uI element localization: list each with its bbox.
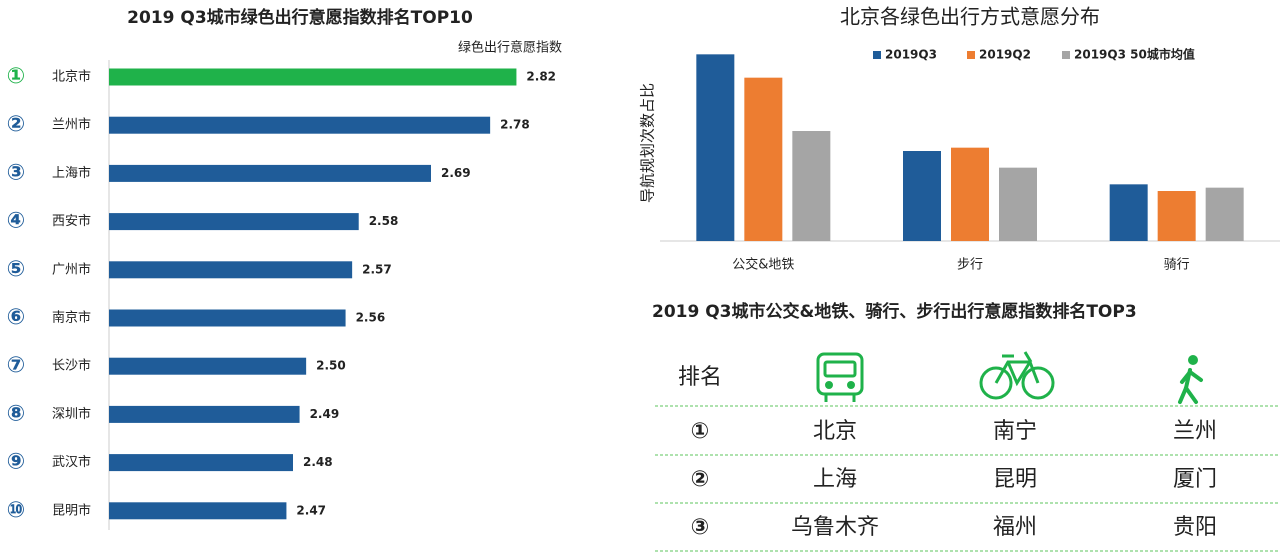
axis-label: 绿色出行意愿指数 (458, 40, 562, 56)
bar (109, 68, 517, 86)
city-cell: 贵阳 (1173, 515, 1217, 540)
value-label: 2.56 (356, 311, 386, 325)
y-axis-label: 导航规划次数占比 (639, 83, 657, 203)
value-label: 2.78 (500, 118, 530, 132)
rank-cell: ③ (691, 515, 710, 540)
rank-badge: ⑩ (7, 498, 26, 523)
city-cell: 南宁 (993, 419, 1037, 444)
rank-badge: ⑦ (7, 353, 26, 378)
bar (109, 116, 491, 134)
category-label: 北京市 (52, 69, 91, 85)
bar (109, 405, 300, 423)
city-cell: 厦门 (1173, 467, 1217, 492)
bar (109, 213, 359, 231)
legend-swatch (1062, 51, 1070, 59)
category-label: 南京市 (52, 310, 91, 326)
category-label: 上海市 (52, 165, 91, 181)
bar (1157, 191, 1196, 241)
legend-swatch (873, 51, 881, 59)
bar (109, 357, 307, 375)
legend-label: 2019Q3 50城市均值 (1074, 47, 1195, 62)
bar (109, 261, 353, 279)
bar (903, 151, 941, 241)
bus-icon (816, 352, 864, 402)
city-cell: 乌鲁木齐 (791, 515, 879, 540)
city-cell: 福州 (993, 515, 1037, 540)
chart-title: 2019 Q3城市绿色出行意愿指数排名TOP10 (127, 7, 473, 28)
city-cell: 兰州 (1173, 419, 1217, 444)
bar (109, 309, 346, 327)
city-cell: 上海 (813, 467, 857, 492)
rank-badge: ⑥ (7, 305, 26, 330)
city-cell: 北京 (813, 419, 857, 444)
category-label: 兰州市 (52, 117, 91, 133)
table-title: 2019 Q3城市公交&地铁、骑行、步行出行意愿指数排名TOP3 (652, 301, 1137, 322)
rank-badge: ⑧ (7, 401, 26, 426)
value-label: 2.57 (362, 262, 392, 276)
bar (109, 164, 431, 182)
city-cell: 昆明 (993, 467, 1037, 492)
bar (744, 77, 783, 242)
value-label: 2.69 (441, 166, 471, 180)
rank-badge: ③ (7, 160, 26, 185)
rank-cell: ① (691, 419, 710, 444)
bar (951, 147, 989, 241)
bar (1205, 187, 1244, 241)
bar (696, 54, 735, 242)
rank-badge: ④ (7, 209, 26, 234)
value-label: 2.49 (310, 407, 340, 421)
bar (109, 454, 293, 472)
rank-badge: ① (7, 64, 26, 89)
value-label: 2.58 (369, 214, 399, 228)
category-label: 广州市 (52, 261, 91, 277)
bike-icon (979, 351, 1055, 400)
legend-swatch (967, 51, 975, 59)
value-label: 2.47 (296, 503, 326, 517)
walk-icon (1178, 355, 1203, 404)
legend-label: 2019Q2 (979, 48, 1031, 62)
category-label: 长沙市 (52, 358, 91, 374)
legend-label: 2019Q3 (885, 48, 937, 62)
x-tick-label: 公交&地铁 (732, 257, 794, 273)
bar (1109, 184, 1148, 241)
table-header: 排名 (678, 365, 722, 390)
rank-badge: ⑨ (7, 450, 26, 475)
category-label: 昆明市 (52, 502, 91, 518)
category-label: 西安市 (52, 213, 91, 229)
chart-title: 北京各绿色出行方式意愿分布 (840, 5, 1100, 29)
x-tick-label: 骑行 (1164, 258, 1190, 273)
value-label: 2.48 (303, 455, 333, 469)
category-label: 武汉市 (52, 454, 91, 470)
bar (792, 131, 831, 241)
x-tick-label: 步行 (957, 258, 983, 273)
rank-badge: ② (7, 112, 26, 137)
value-label: 2.82 (526, 70, 556, 84)
bar (999, 167, 1037, 241)
value-label: 2.50 (316, 359, 346, 373)
rank-badge: ⑤ (7, 257, 26, 282)
rank-cell: ② (691, 467, 710, 492)
bar (109, 502, 287, 520)
category-label: 深圳市 (52, 406, 91, 422)
